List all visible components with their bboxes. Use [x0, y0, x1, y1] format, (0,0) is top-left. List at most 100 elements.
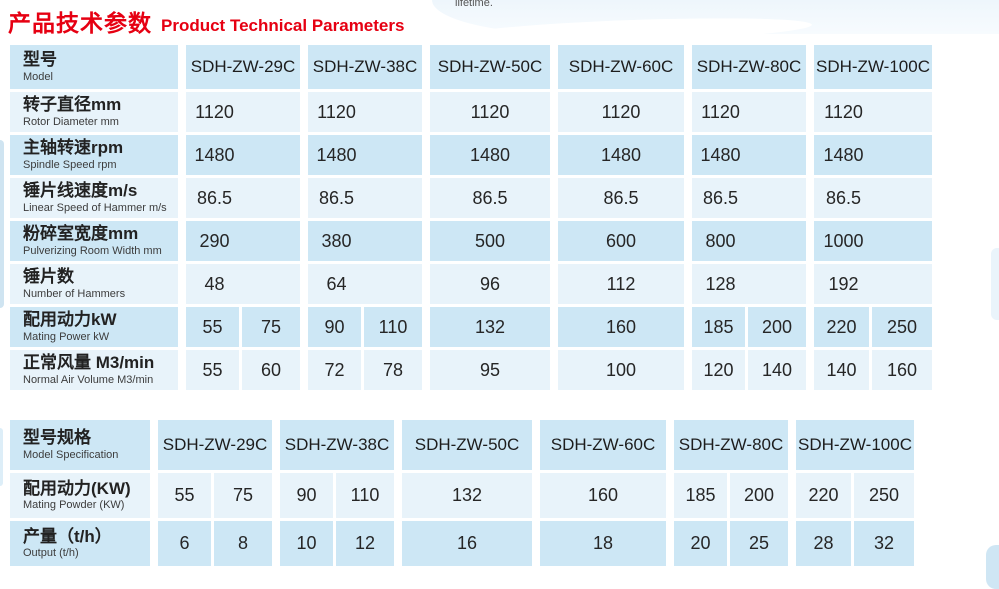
model-header-cell: SDH-ZW-60C: [532, 420, 666, 470]
table1-row-rotor-diameter: 转子直径mm Rotor Diameter mm 1120 1120 1120 …: [10, 89, 932, 132]
model-output-table: 型号规格 Model Specification SDH-ZW-29C SDH-…: [10, 420, 914, 566]
param-label-zh: 配用动力kW: [23, 310, 117, 330]
value-cell: 290: [178, 218, 300, 261]
value-cell: 95: [422, 347, 550, 390]
title-english: Product Technical Parameters: [161, 16, 405, 35]
value-cell: 600: [550, 218, 684, 261]
value-cell: 55: [178, 347, 239, 390]
model-header-cell: SDH-ZW-29C: [150, 420, 272, 470]
value-cell: 20: [666, 518, 727, 566]
param-label-en: Rotor Diameter mm: [23, 115, 119, 128]
value-cell: 380: [300, 218, 422, 261]
title-chinese: 产品技术参数: [8, 10, 152, 36]
table1-header-row: 型号 Model SDH-ZW-29C SDH-ZW-38C SDH-ZW-50…: [10, 45, 932, 89]
table1-row-air-volume: 正常风量 M3/min Normal Air Volume M3/min 55 …: [10, 347, 932, 390]
value-cell: 120: [684, 347, 745, 390]
model-header-cell: SDH-ZW-38C: [272, 420, 394, 470]
value-cell: 86.5: [422, 175, 550, 218]
value-cell: 110: [361, 304, 422, 347]
param-label-en: Spindle Speed rpm: [23, 158, 117, 171]
param-label-cell: 正常风量 M3/min Normal Air Volume M3/min: [10, 347, 178, 390]
decorative-left-strip: [0, 140, 4, 308]
param-label-en: Normal Air Volume M3/min: [23, 373, 154, 386]
value-cell: 64: [300, 261, 422, 304]
param-label-zh: 锤片线速度m/s: [23, 181, 138, 201]
value-cell: 250: [851, 470, 914, 518]
value-cell: 132: [394, 470, 532, 518]
table1-row-room-width: 粉碎室宽度mm Pulverizing Room Width mm 290 38…: [10, 218, 932, 261]
value-cell: 220: [806, 304, 869, 347]
value-cell: 1480: [550, 132, 684, 175]
param-label-cell: 转子直径mm Rotor Diameter mm: [10, 89, 178, 132]
param-label-zh: 型号规格: [23, 428, 91, 448]
value-cell: 86.5: [300, 175, 422, 218]
param-label-cell: 锤片数 Number of Hammers: [10, 261, 178, 304]
value-cell: 160: [869, 347, 932, 390]
value-cell: 75: [239, 304, 300, 347]
param-label-en: Output (t/h): [23, 547, 79, 560]
value-cell: 18: [532, 518, 666, 566]
value-cell: 48: [178, 261, 300, 304]
model-header-cell: SDH-ZW-50C: [394, 420, 532, 470]
value-cell: 86.5: [178, 175, 300, 218]
value-cell: 160: [550, 304, 684, 347]
value-cell: 55: [150, 470, 211, 518]
model-header-cell: SDH-ZW-80C: [666, 420, 788, 470]
value-cell: 1120: [806, 89, 932, 132]
table2-header-row: 型号规格 Model Specification SDH-ZW-29C SDH-…: [10, 420, 914, 470]
model-header-cell: SDH-ZW-100C: [788, 420, 914, 470]
value-cell: 60: [239, 347, 300, 390]
param-label-en: Number of Hammers: [23, 287, 126, 300]
value-cell: 1120: [422, 89, 550, 132]
param-label-zh: 粉碎室宽度mm: [23, 224, 139, 244]
section-title: 产品技术参数 Product Technical Parameters: [8, 4, 404, 38]
value-cell: 16: [394, 518, 532, 566]
value-cell: 86.5: [806, 175, 932, 218]
param-label-cell: 配用动力kW Mating Power kW: [10, 304, 178, 347]
value-cell: 1480: [684, 132, 806, 175]
value-cell: 86.5: [684, 175, 806, 218]
value-cell: 1120: [300, 89, 422, 132]
model-header-cell: SDH-ZW-29C: [178, 45, 300, 89]
param-label-en: Linear Speed of Hammer m/s: [23, 201, 167, 214]
value-cell: 250: [869, 304, 932, 347]
value-cell: 220: [788, 470, 851, 518]
value-cell: 1000: [806, 218, 932, 261]
value-cell: 28: [788, 518, 851, 566]
model-header-cell: SDH-ZW-60C: [550, 45, 684, 89]
value-cell: 1120: [178, 89, 300, 132]
param-label-en: Mating Power kW: [23, 330, 110, 343]
value-cell: 128: [684, 261, 806, 304]
value-cell: 90: [272, 470, 333, 518]
param-label-cell: 配用动力(KW) Mating Powder (KW): [10, 470, 150, 518]
param-label-cell: 粉碎室宽度mm Pulverizing Room Width mm: [10, 218, 178, 261]
param-label-zh: 主轴转速rpm: [23, 138, 124, 158]
value-cell: 10: [272, 518, 333, 566]
param-label-zh: 产量（t/h）: [23, 526, 112, 546]
value-cell: 12: [333, 518, 394, 566]
background-swoosh: [432, 0, 999, 34]
value-cell: 112: [550, 261, 684, 304]
param-label-en: Model Specification: [23, 448, 119, 461]
value-cell: 192: [806, 261, 932, 304]
param-label-zh: 锤片数: [23, 267, 74, 287]
param-label-zh: 正常风量 M3/min: [23, 353, 155, 373]
value-cell: 1120: [684, 89, 806, 132]
value-cell: 1480: [300, 132, 422, 175]
value-cell: 6: [150, 518, 211, 566]
value-cell: 132: [422, 304, 550, 347]
param-label-en: Pulverizing Room Width mm: [23, 244, 162, 257]
value-cell: 185: [684, 304, 745, 347]
decorative-right-blob-2: [986, 545, 999, 589]
model-header-cell: SDH-ZW-100C: [806, 45, 932, 89]
value-cell: 32: [851, 518, 914, 566]
value-cell: 72: [300, 347, 361, 390]
model-header-cell: SDH-ZW-38C: [300, 45, 422, 89]
param-label-zh: 配用动力(KW): [23, 478, 131, 498]
value-cell: 110: [333, 470, 394, 518]
value-cell: 86.5: [550, 175, 684, 218]
table2-row-mating-power: 配用动力(KW) Mating Powder (KW) 55 75 90 110…: [10, 470, 914, 518]
value-cell: 1480: [178, 132, 300, 175]
value-cell: 160: [532, 470, 666, 518]
model-header-cell: SDH-ZW-80C: [684, 45, 806, 89]
